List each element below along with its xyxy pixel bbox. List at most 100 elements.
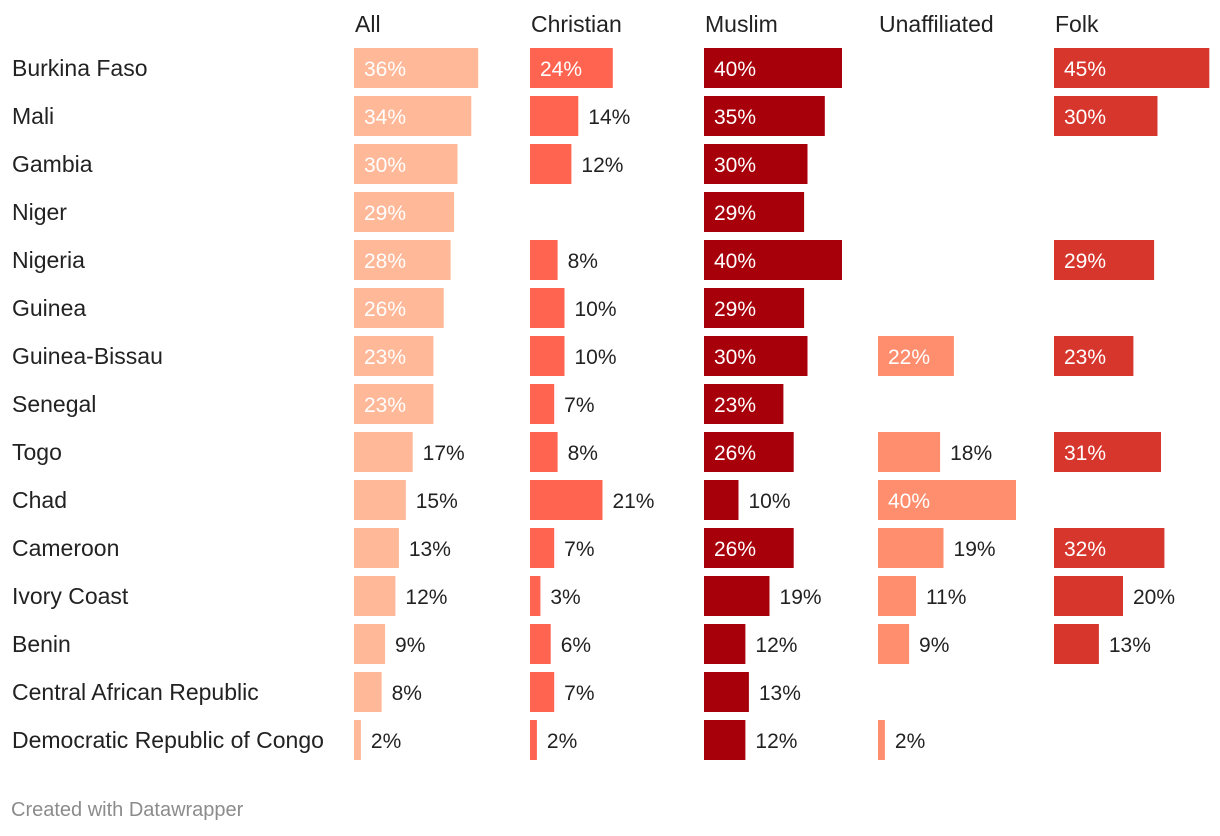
- bar-christian-democratic-republic-of-congo: [530, 720, 537, 760]
- value-label-folk-guinea-bissau: 23%: [1064, 346, 1106, 369]
- bar-all-togo: [354, 432, 413, 472]
- value-label-folk-burkina-faso: 45%: [1064, 58, 1106, 81]
- bar-folk-burkina-faso: [1054, 48, 1210, 88]
- bar-folk-guinea-bissau: [1054, 336, 1134, 376]
- column-header-muslim: Muslim: [705, 11, 778, 37]
- bar-all-ivory-coast: [354, 576, 396, 616]
- value-label-all-nigeria: 28%: [364, 250, 406, 273]
- bar-muslim-niger: [704, 192, 805, 232]
- value-label-all-togo: 17%: [423, 442, 465, 465]
- value-label-all-democratic-republic-of-congo: 2%: [371, 730, 401, 753]
- value-label-muslim-cameroon: 26%: [714, 538, 756, 561]
- value-label-all-niger: 29%: [364, 202, 406, 225]
- bar-christian-burkina-faso: [530, 48, 613, 88]
- value-label-christian-democratic-republic-of-congo: 2%: [547, 730, 577, 753]
- value-label-muslim-gambia: 30%: [714, 154, 756, 177]
- column-header-christian: Christian: [531, 11, 622, 37]
- value-label-christian-guinea: 10%: [575, 298, 617, 321]
- bar-christian-senegal: [530, 384, 555, 424]
- bar-unaffiliated-benin: [878, 624, 910, 664]
- value-label-christian-cameroon: 7%: [564, 538, 594, 561]
- value-label-muslim-chad: 10%: [749, 490, 791, 513]
- bar-christian-nigeria: [530, 240, 558, 280]
- bar-muslim-democratic-republic-of-congo: [704, 720, 746, 760]
- country-label-nigeria: Nigeria: [12, 247, 85, 273]
- bar-folk-ivory-coast: [1054, 576, 1123, 616]
- value-label-christian-mali: 14%: [588, 106, 630, 129]
- bar-muslim-gambia: [704, 144, 808, 184]
- bar-all-nigeria: [354, 240, 451, 280]
- value-label-all-mali: 34%: [364, 106, 406, 129]
- value-label-christian-benin: 6%: [561, 634, 591, 657]
- bar-folk-benin: [1054, 624, 1099, 664]
- bar-all-benin: [354, 624, 386, 664]
- value-label-folk-nigeria: 29%: [1064, 250, 1106, 273]
- bar-muslim-nigeria: [704, 240, 842, 280]
- bar-christian-central-african-republic: [530, 672, 555, 712]
- bar-all-burkina-faso: [354, 48, 479, 88]
- value-label-unaffiliated-ivory-coast: 11%: [926, 586, 966, 609]
- column-header-unaffiliated: Unaffiliated: [879, 11, 994, 37]
- bar-muslim-central-african-republic: [704, 672, 749, 712]
- bar-all-niger: [354, 192, 455, 232]
- country-label-niger: Niger: [12, 199, 67, 225]
- value-label-muslim-central-african-republic: 13%: [759, 682, 801, 705]
- value-label-muslim-benin: 12%: [755, 634, 797, 657]
- value-label-all-guinea-bissau: 23%: [364, 346, 406, 369]
- value-label-muslim-burkina-faso: 40%: [714, 58, 756, 81]
- bar-all-senegal: [354, 384, 434, 424]
- value-label-unaffiliated-cameroon: 19%: [954, 538, 996, 561]
- country-label-cameroon: Cameroon: [12, 535, 119, 561]
- bar-unaffiliated-cameroon: [878, 528, 944, 568]
- value-label-christian-senegal: 7%: [564, 394, 594, 417]
- bar-all-guinea-bissau: [354, 336, 434, 376]
- bar-muslim-senegal: [704, 384, 784, 424]
- bar-christian-ivory-coast: [530, 576, 541, 616]
- bar-christian-benin: [530, 624, 551, 664]
- value-label-folk-cameroon: 32%: [1064, 538, 1106, 561]
- bar-all-democratic-republic-of-congo: [354, 720, 361, 760]
- value-label-christian-gambia: 12%: [581, 154, 623, 177]
- value-label-christian-central-african-republic: 7%: [564, 682, 594, 705]
- country-label-mali: Mali: [12, 103, 54, 129]
- column-header-folk: Folk: [1055, 11, 1099, 37]
- country-label-central-african-republic: Central African Republic: [12, 679, 259, 705]
- value-label-muslim-democratic-republic-of-congo: 12%: [755, 730, 797, 753]
- bar-christian-chad: [530, 480, 603, 520]
- bar-all-guinea: [354, 288, 444, 328]
- bar-christian-guinea-bissau: [530, 336, 565, 376]
- footer-credit[interactable]: Created with Datawrapper: [11, 799, 244, 821]
- bar-muslim-burkina-faso: [704, 48, 842, 88]
- bar-unaffiliated-guinea-bissau: [878, 336, 954, 376]
- value-label-unaffiliated-chad: 40%: [888, 490, 930, 513]
- bar-unaffiliated-chad: [878, 480, 1016, 520]
- value-label-christian-togo: 8%: [568, 442, 598, 465]
- country-label-democratic-republic-of-congo: Democratic Republic of Congo: [12, 727, 324, 753]
- column-header-all: All: [355, 11, 381, 37]
- bar-muslim-togo: [704, 432, 794, 472]
- value-label-unaffiliated-benin: 9%: [919, 634, 949, 657]
- value-label-muslim-mali: 35%: [714, 106, 756, 129]
- bar-all-cameroon: [354, 528, 399, 568]
- value-label-all-senegal: 23%: [364, 394, 406, 417]
- value-label-muslim-niger: 29%: [714, 202, 756, 225]
- bar-christian-gambia: [530, 144, 572, 184]
- value-label-folk-ivory-coast: 20%: [1133, 586, 1175, 609]
- bar-muslim-guinea: [704, 288, 805, 328]
- value-label-muslim-guinea: 29%: [714, 298, 756, 321]
- country-label-togo: Togo: [12, 439, 62, 465]
- bar-folk-mali: [1054, 96, 1158, 136]
- value-label-all-central-african-republic: 8%: [392, 682, 422, 705]
- bar-all-chad: [354, 480, 406, 520]
- value-label-muslim-nigeria: 40%: [714, 250, 756, 273]
- bar-christian-togo: [530, 432, 558, 472]
- bar-unaffiliated-ivory-coast: [878, 576, 916, 616]
- bar-christian-mali: [530, 96, 579, 136]
- bar-muslim-ivory-coast: [704, 576, 770, 616]
- value-label-christian-nigeria: 8%: [568, 250, 598, 273]
- bar-unaffiliated-democratic-republic-of-congo: [878, 720, 885, 760]
- bar-all-gambia: [354, 144, 458, 184]
- bar-all-central-african-republic: [354, 672, 382, 712]
- bar-folk-cameroon: [1054, 528, 1165, 568]
